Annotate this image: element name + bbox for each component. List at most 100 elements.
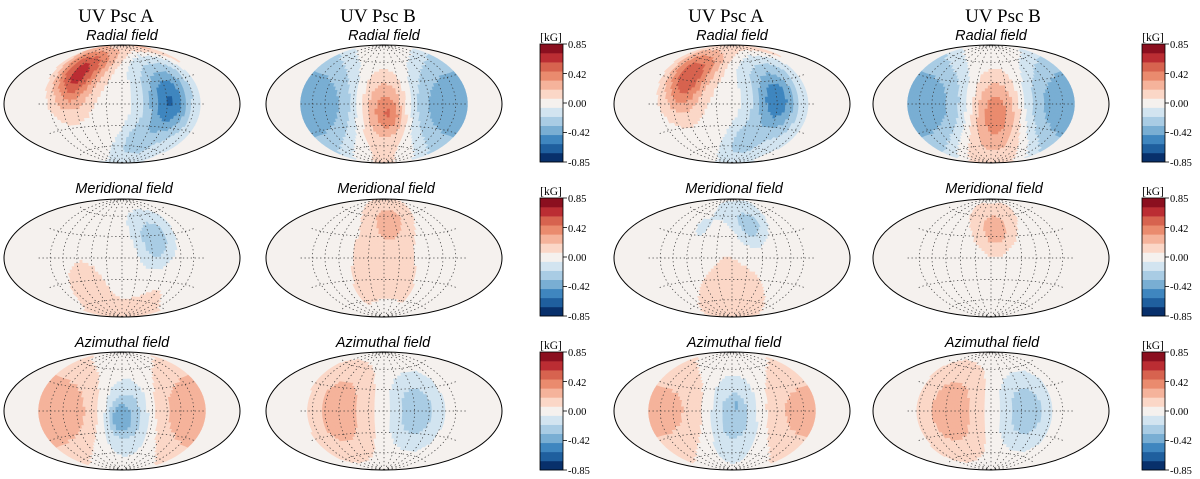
field-cell bbox=[116, 130, 120, 135]
field-cell bbox=[124, 111, 129, 115]
field-cell bbox=[94, 108, 99, 112]
panel-subtitle: Azimuthal field bbox=[74, 335, 170, 351]
panel-subtitle: Azimuthal field bbox=[335, 335, 431, 351]
field-cell bbox=[377, 105, 382, 109]
field-cell bbox=[392, 105, 397, 109]
column-title: UV Psc A bbox=[688, 6, 764, 27]
field-cell bbox=[386, 113, 391, 118]
field-cell bbox=[377, 90, 382, 95]
field-cell bbox=[350, 108, 355, 112]
field-cell bbox=[97, 108, 102, 112]
field-cell bbox=[400, 84, 405, 89]
field-cell bbox=[377, 99, 382, 103]
field-cell bbox=[356, 93, 361, 97]
field-cell bbox=[124, 99, 129, 103]
field-cell bbox=[110, 84, 114, 89]
field-cell bbox=[359, 108, 364, 112]
field-cell bbox=[152, 105, 156, 109]
field-cell bbox=[425, 102, 430, 106]
field-cell bbox=[380, 90, 385, 95]
field-cell bbox=[380, 93, 385, 97]
field-cell bbox=[371, 111, 376, 115]
field-cell bbox=[381, 133, 385, 137]
field-cell bbox=[380, 119, 385, 124]
field-cell bbox=[62, 102, 66, 106]
field-cell bbox=[85, 99, 89, 103]
field-cell bbox=[403, 117, 408, 121]
field-cell bbox=[383, 122, 388, 126]
field-cell bbox=[378, 128, 382, 132]
field-cell bbox=[377, 93, 382, 97]
field-cell bbox=[408, 105, 412, 109]
field-cell bbox=[121, 73, 125, 78]
field-cell bbox=[47, 101, 51, 107]
field-cell bbox=[347, 105, 351, 109]
field-cell bbox=[365, 108, 370, 112]
graticule-parallel bbox=[49, 125, 195, 134]
field-cell bbox=[353, 105, 357, 109]
field-cell bbox=[392, 111, 397, 115]
field-cell bbox=[374, 99, 379, 103]
field-cell bbox=[380, 79, 385, 83]
field-cell bbox=[344, 99, 349, 103]
field-cell bbox=[124, 87, 129, 92]
field-cell bbox=[139, 108, 144, 112]
field-cell bbox=[401, 93, 406, 97]
field-cell bbox=[127, 105, 132, 109]
field-cell bbox=[124, 119, 129, 124]
field-cell bbox=[85, 105, 89, 109]
field-cell bbox=[357, 84, 362, 89]
field-cell bbox=[386, 90, 391, 95]
field-cell bbox=[81, 150, 88, 154]
field-cell bbox=[362, 99, 366, 103]
field-cell bbox=[335, 105, 340, 110]
field-cell bbox=[377, 111, 382, 115]
field-cell bbox=[386, 108, 391, 112]
field-cell bbox=[402, 105, 406, 109]
field-cell bbox=[116, 68, 121, 72]
panel-subtitle: Radial field bbox=[86, 28, 159, 44]
field-cell bbox=[172, 102, 176, 106]
panel-subtitle: Meridional field bbox=[685, 181, 783, 197]
field-cell bbox=[395, 105, 400, 109]
column-title: UV Psc B bbox=[340, 6, 416, 27]
field-cell bbox=[118, 125, 123, 129]
field-cell bbox=[140, 99, 144, 103]
field-cell bbox=[201, 93, 206, 99]
field-cell bbox=[395, 96, 400, 100]
field-cell bbox=[380, 108, 385, 112]
field-cell bbox=[100, 90, 105, 94]
field-cell bbox=[116, 128, 120, 132]
field-cell bbox=[404, 128, 409, 133]
field-cell bbox=[389, 105, 394, 109]
field-cell bbox=[94, 111, 99, 115]
field-cell bbox=[148, 96, 153, 100]
field-cell bbox=[347, 99, 351, 103]
field-cell bbox=[121, 119, 126, 124]
field-cell bbox=[97, 105, 101, 109]
field-cell bbox=[124, 108, 129, 112]
field-cell bbox=[119, 130, 123, 135]
field-cell bbox=[121, 122, 126, 126]
field-cell bbox=[380, 128, 385, 132]
field-cell bbox=[344, 102, 348, 106]
field-cell bbox=[383, 108, 388, 112]
field-cell bbox=[134, 99, 138, 103]
field-cell bbox=[402, 99, 406, 103]
field-cell bbox=[163, 99, 168, 103]
field-cell bbox=[386, 105, 391, 109]
field-cell bbox=[368, 108, 373, 112]
field-cell bbox=[202, 97, 206, 103]
field-cell bbox=[386, 96, 391, 100]
field-cell bbox=[383, 82, 388, 86]
field-cell bbox=[380, 111, 385, 115]
field-cell bbox=[353, 99, 357, 103]
field-cell bbox=[368, 105, 373, 109]
field-cell bbox=[375, 79, 379, 83]
field-cell bbox=[116, 125, 120, 129]
field-cell bbox=[146, 105, 150, 109]
field-cell bbox=[464, 97, 468, 103]
field-cell bbox=[398, 90, 403, 94]
field-cell bbox=[371, 96, 376, 100]
